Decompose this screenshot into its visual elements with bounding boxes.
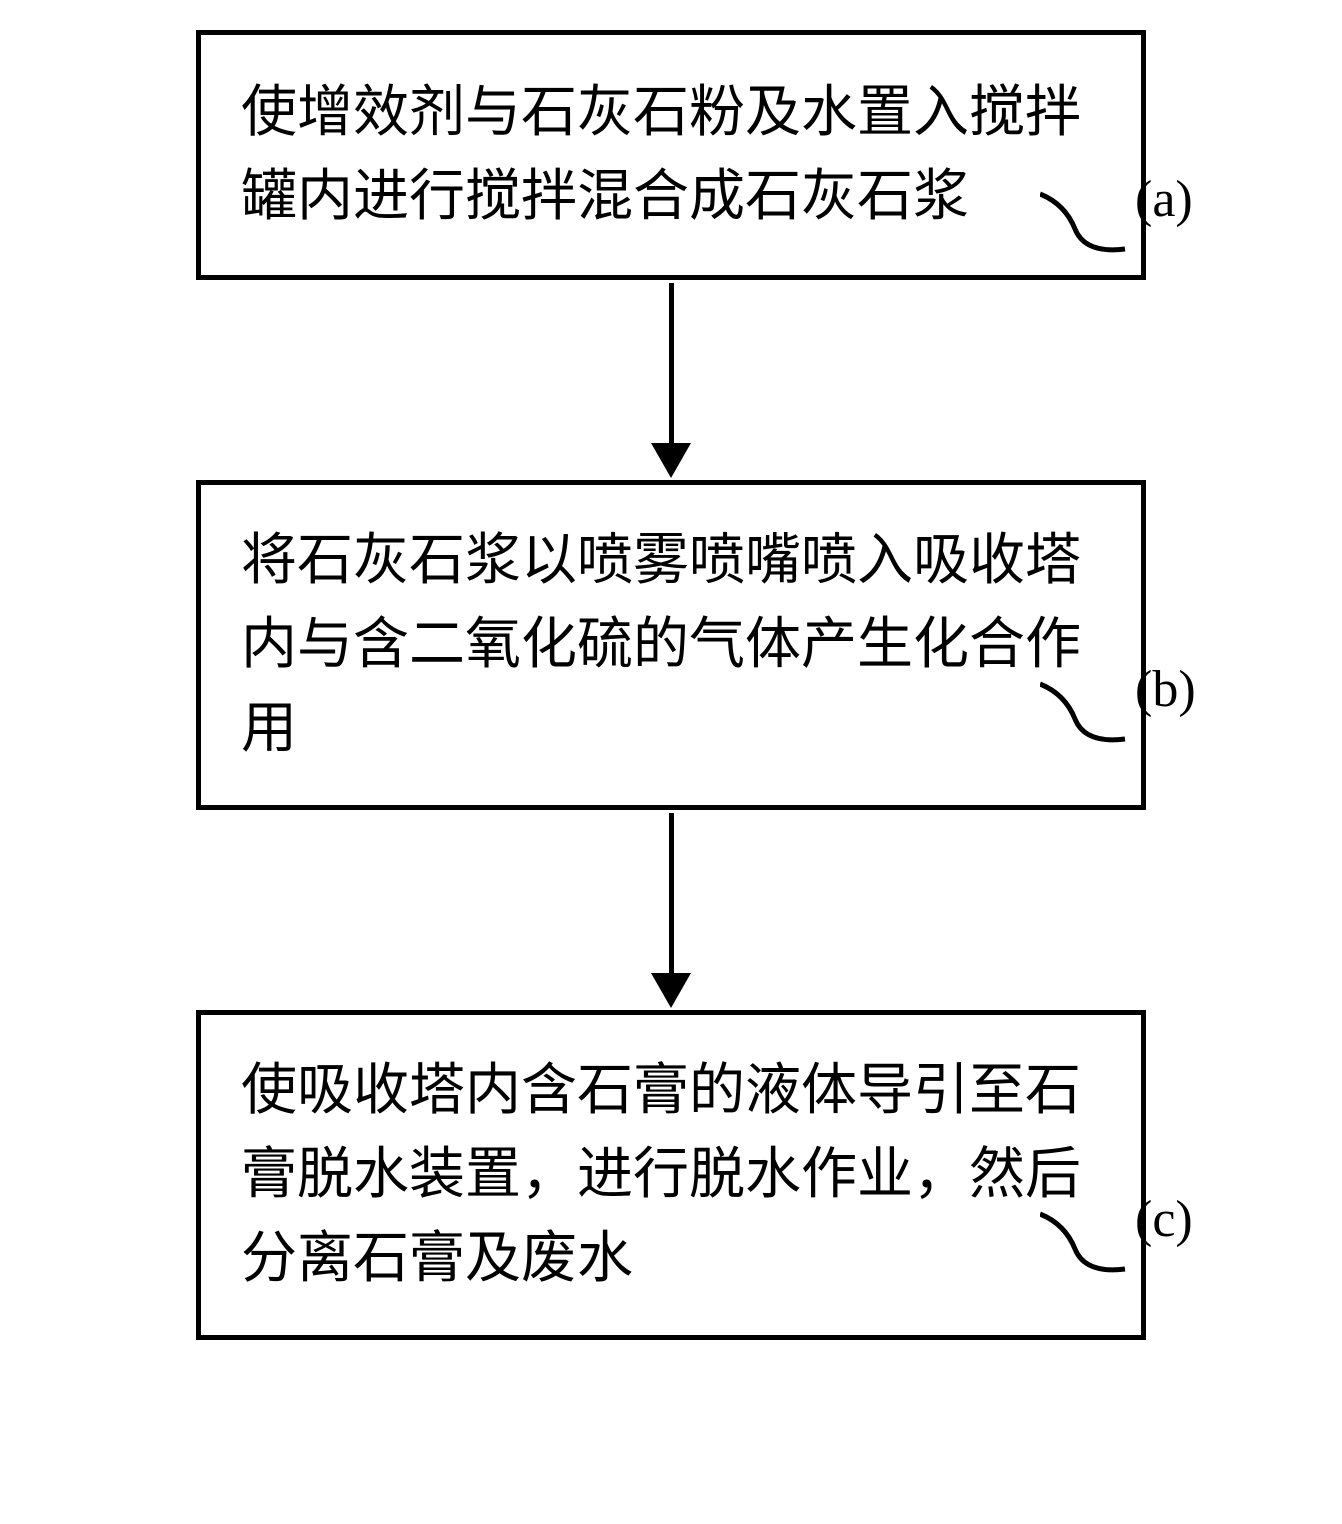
curve-connector-icon — [1040, 1209, 1130, 1279]
node-b-text: 将石灰石浆以喷雾喷嘴喷入吸收塔内与含二氧化硫的气体产生化合作用 — [241, 519, 1101, 771]
arrow-head-icon — [651, 973, 691, 1008]
flowchart-node-b: 将石灰石浆以喷雾喷嘴喷入吸收塔内与含二氧化硫的气体产生化合作用 — [196, 480, 1146, 810]
flowchart-node-a: 使增效剂与石灰石粉及水置入搅拌罐内进行搅拌混合成石灰石浆 — [196, 30, 1146, 280]
flowchart-node-c: 使吸收塔内含石膏的液体导引至石膏脱水装置，进行脱水作业，然后分离石膏及废水 — [196, 1010, 1146, 1340]
node-c-label: (c) — [1135, 1190, 1193, 1249]
curve-connector-icon — [1040, 679, 1130, 749]
arrow-line-icon — [669, 283, 674, 443]
arrow-line-icon — [669, 813, 674, 973]
node-a-text: 使增效剂与石灰石粉及水置入搅拌罐内进行搅拌混合成石灰石浆 — [241, 71, 1101, 239]
label-container-b: (b) — [1040, 660, 1196, 749]
arrow-a-to-b — [651, 280, 691, 480]
arrow-head-icon — [651, 443, 691, 478]
curve-connector-icon — [1040, 189, 1130, 259]
flowchart-row-c: 使吸收塔内含石膏的液体导引至石膏脱水装置，进行脱水作业，然后分离石膏及废水 (c… — [30, 1010, 1312, 1340]
node-a-label: (a) — [1135, 170, 1193, 229]
node-c-text: 使吸收塔内含石膏的液体导引至石膏脱水装置，进行脱水作业，然后分离石膏及废水 — [241, 1049, 1101, 1301]
flowchart-container: 使增效剂与石灰石粉及水置入搅拌罐内进行搅拌混合成石灰石浆 (a) 将石灰石浆以喷… — [30, 30, 1312, 1340]
flowchart-row-a: 使增效剂与石灰石粉及水置入搅拌罐内进行搅拌混合成石灰石浆 (a) — [30, 30, 1312, 280]
label-container-c: (c) — [1040, 1190, 1193, 1279]
label-container-a: (a) — [1040, 170, 1193, 259]
flowchart-row-b: 将石灰石浆以喷雾喷嘴喷入吸收塔内与含二氧化硫的气体产生化合作用 (b) — [30, 480, 1312, 810]
arrow-b-to-c — [651, 810, 691, 1010]
node-b-label: (b) — [1135, 660, 1196, 719]
